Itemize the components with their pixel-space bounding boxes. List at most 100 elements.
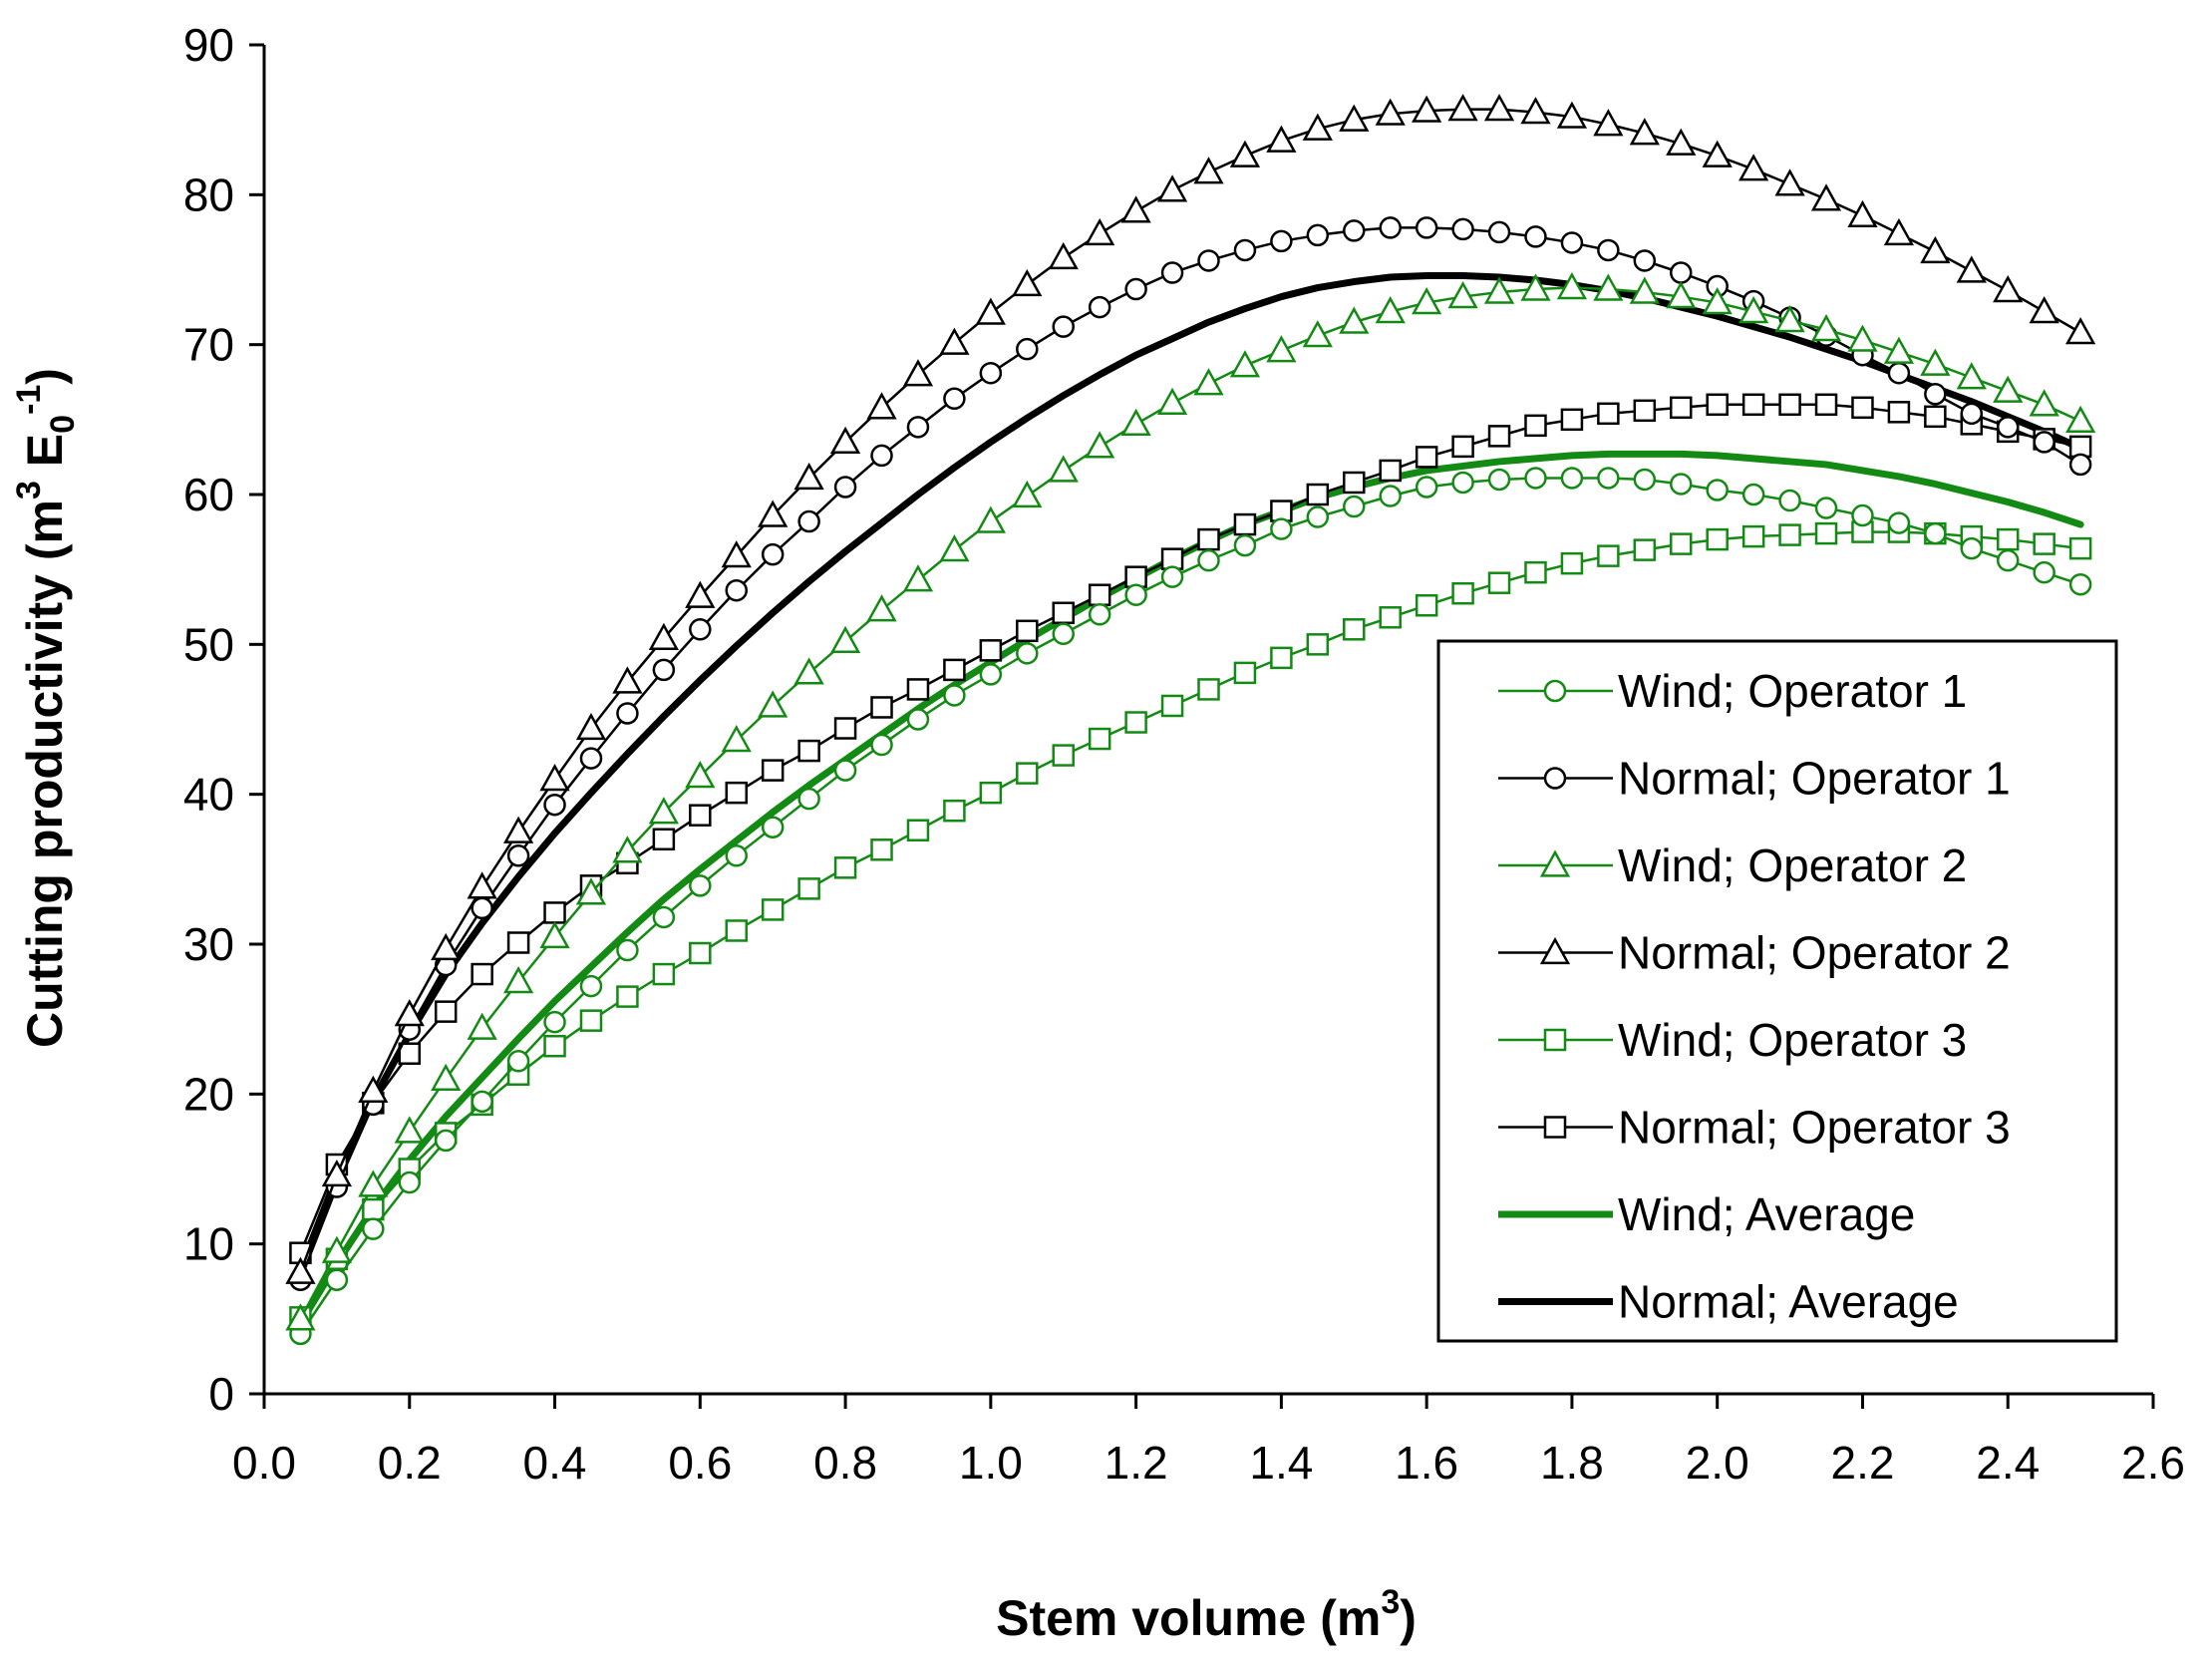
- data-point: [689, 804, 712, 827]
- data-point: [1343, 495, 1366, 518]
- data-point: [1706, 393, 1729, 417]
- data-point: [833, 476, 857, 499]
- data-point: [1560, 231, 1584, 254]
- data-point: [1774, 168, 1805, 196]
- data-point: [1993, 274, 2024, 303]
- legend-marker: [1539, 849, 1571, 877]
- data-point: [1451, 435, 1474, 459]
- data-point: [943, 658, 966, 682]
- data-point: [943, 684, 966, 707]
- data-point: [1670, 396, 1693, 420]
- data-point: [833, 759, 857, 782]
- x-tick-label: 1.4: [1249, 1437, 1313, 1489]
- data-point: [1524, 225, 1547, 248]
- y-tick-label: 60: [183, 469, 234, 520]
- data-point: [1741, 483, 1765, 506]
- data-point: [1016, 619, 1039, 643]
- data-point: [652, 905, 676, 929]
- data-point: [979, 663, 1003, 686]
- y-tick-label: 0: [208, 1368, 234, 1420]
- data-point: [1702, 286, 1733, 315]
- legend-box: [1436, 639, 2118, 1343]
- legend: Wind; Operator 1 Normal; Operator 1 Wind; …: [1436, 639, 2118, 1343]
- series-wind-operator-1: [289, 467, 2092, 1346]
- data-point: [1412, 95, 1442, 123]
- data-point: [502, 966, 534, 994]
- data-point: [689, 618, 712, 641]
- data-point: [539, 764, 570, 792]
- data-point: [616, 702, 639, 725]
- data-point: [1306, 633, 1330, 656]
- data-point: [1270, 646, 1293, 670]
- data-point: [1993, 375, 2024, 403]
- data-point: [1560, 408, 1584, 432]
- data-point: [2033, 431, 2055, 454]
- data-point: [1270, 517, 1293, 540]
- data-point: [1778, 523, 1801, 546]
- data-point: [1156, 174, 1188, 202]
- data-point: [1379, 216, 1402, 239]
- data-point: [1597, 544, 1620, 567]
- data-point: [943, 387, 966, 411]
- data-point: [1778, 489, 1801, 512]
- data-point: [431, 1063, 462, 1091]
- data-point: [1629, 118, 1660, 146]
- legend-label: Wind; Operator 2: [1618, 839, 1967, 891]
- data-point: [1415, 446, 1438, 469]
- y-tick-label: 10: [183, 1218, 234, 1270]
- legend-entry: Normal; Average: [1498, 1276, 1959, 1328]
- data-point: [467, 871, 497, 899]
- legend-entry: Wind; Operator 1: [1498, 665, 1967, 717]
- data-point: [689, 941, 712, 965]
- data-point: [1920, 348, 1951, 376]
- data-point: [797, 787, 820, 811]
- y-tick-label: 70: [183, 319, 234, 371]
- data-point: [1810, 183, 1842, 211]
- data-point: [761, 542, 785, 566]
- data-point: [793, 657, 824, 685]
- data-point: [652, 658, 676, 682]
- data-point: [652, 962, 676, 986]
- y-tick-label: 90: [183, 19, 234, 71]
- data-point: [1016, 642, 1039, 665]
- data-point: [797, 509, 820, 533]
- legend-label: Normal; Operator 2: [1618, 927, 2011, 979]
- data-point: [285, 1256, 316, 1284]
- data-point: [1339, 104, 1370, 132]
- data-point: [1085, 431, 1115, 459]
- y-tick-label: 50: [183, 618, 234, 670]
- data-point: [1270, 229, 1293, 253]
- data-point: [1415, 476, 1438, 499]
- data-point: [1593, 273, 1624, 301]
- data-point: [1379, 485, 1402, 507]
- data-point: [1233, 661, 1257, 685]
- data-point: [1233, 512, 1257, 536]
- data-point: [1160, 261, 1184, 284]
- data-point: [1197, 527, 1220, 551]
- x-tick-label: 1.0: [959, 1437, 1023, 1489]
- data-point: [979, 781, 1003, 805]
- data-point: [870, 838, 893, 861]
- data-point: [1597, 238, 1620, 262]
- data-point: [1160, 694, 1184, 718]
- data-point: [1924, 405, 1947, 429]
- x-axis-title: Stem volume (m3): [996, 1583, 1417, 1646]
- data-point: [398, 1042, 422, 1065]
- data-point: [1520, 97, 1551, 125]
- data-point: [1193, 368, 1224, 396]
- data-point: [1887, 361, 1911, 385]
- data-point: [1088, 727, 1111, 751]
- legend-entry: Normal; Operator 1: [1498, 753, 2011, 805]
- data-point: [1339, 306, 1370, 334]
- data-point: [1088, 295, 1111, 319]
- y-axis-title: Cutting productivity (m3 E0-1): [10, 368, 82, 1048]
- data-point: [467, 1012, 497, 1040]
- data-point: [1996, 416, 2020, 439]
- data-point: [325, 1268, 349, 1291]
- data-point: [616, 985, 639, 1008]
- data-point: [579, 1009, 603, 1032]
- y-tick-label: 20: [183, 1068, 234, 1120]
- legend-marker: [1543, 1116, 1567, 1139]
- x-tick-label: 0.8: [813, 1437, 877, 1489]
- y-tick-label: 30: [183, 918, 234, 970]
